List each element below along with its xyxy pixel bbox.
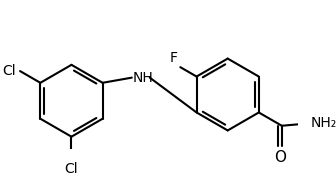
Text: Cl: Cl [65,163,78,177]
Text: NH₂: NH₂ [310,116,336,130]
Text: O: O [274,150,286,165]
Text: NH: NH [133,71,153,85]
Text: Cl: Cl [3,64,16,78]
Text: F: F [169,51,177,65]
